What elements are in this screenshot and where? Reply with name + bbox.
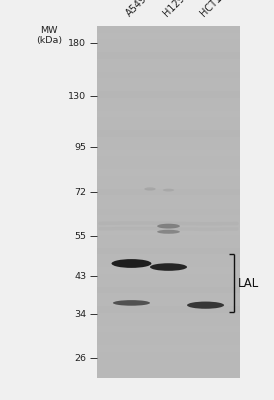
Ellipse shape <box>187 302 224 309</box>
Bar <box>97 130 240 137</box>
Bar <box>97 208 240 215</box>
Text: 26: 26 <box>74 354 86 363</box>
Bar <box>97 306 240 313</box>
Bar <box>97 150 240 156</box>
Text: 34: 34 <box>74 310 86 319</box>
Bar <box>97 287 240 293</box>
Bar <box>97 32 240 39</box>
Bar <box>97 189 240 196</box>
Text: 130: 130 <box>68 92 86 101</box>
Ellipse shape <box>157 230 180 234</box>
Bar <box>97 72 240 78</box>
Bar <box>97 26 240 378</box>
Ellipse shape <box>144 187 156 190</box>
Text: 43: 43 <box>74 272 86 281</box>
Ellipse shape <box>112 259 152 268</box>
Text: A549: A549 <box>124 0 149 18</box>
Text: 180: 180 <box>68 39 86 48</box>
Text: HCT116: HCT116 <box>198 0 233 18</box>
Ellipse shape <box>150 263 187 271</box>
Bar <box>97 228 240 234</box>
Bar <box>97 111 240 117</box>
Bar <box>97 267 240 274</box>
Ellipse shape <box>163 189 174 192</box>
Text: MW
(kDa): MW (kDa) <box>36 26 62 45</box>
Bar <box>97 248 240 254</box>
Text: 72: 72 <box>74 188 86 197</box>
Ellipse shape <box>157 224 180 228</box>
Bar <box>97 365 240 372</box>
Bar <box>97 91 240 98</box>
Bar <box>97 170 240 176</box>
Bar <box>97 326 240 332</box>
Bar <box>97 52 240 58</box>
Bar <box>97 346 240 352</box>
Text: 55: 55 <box>74 232 86 241</box>
Text: LAL: LAL <box>238 276 259 290</box>
Text: H1299: H1299 <box>161 0 191 18</box>
Text: 95: 95 <box>74 143 86 152</box>
Ellipse shape <box>113 300 150 306</box>
